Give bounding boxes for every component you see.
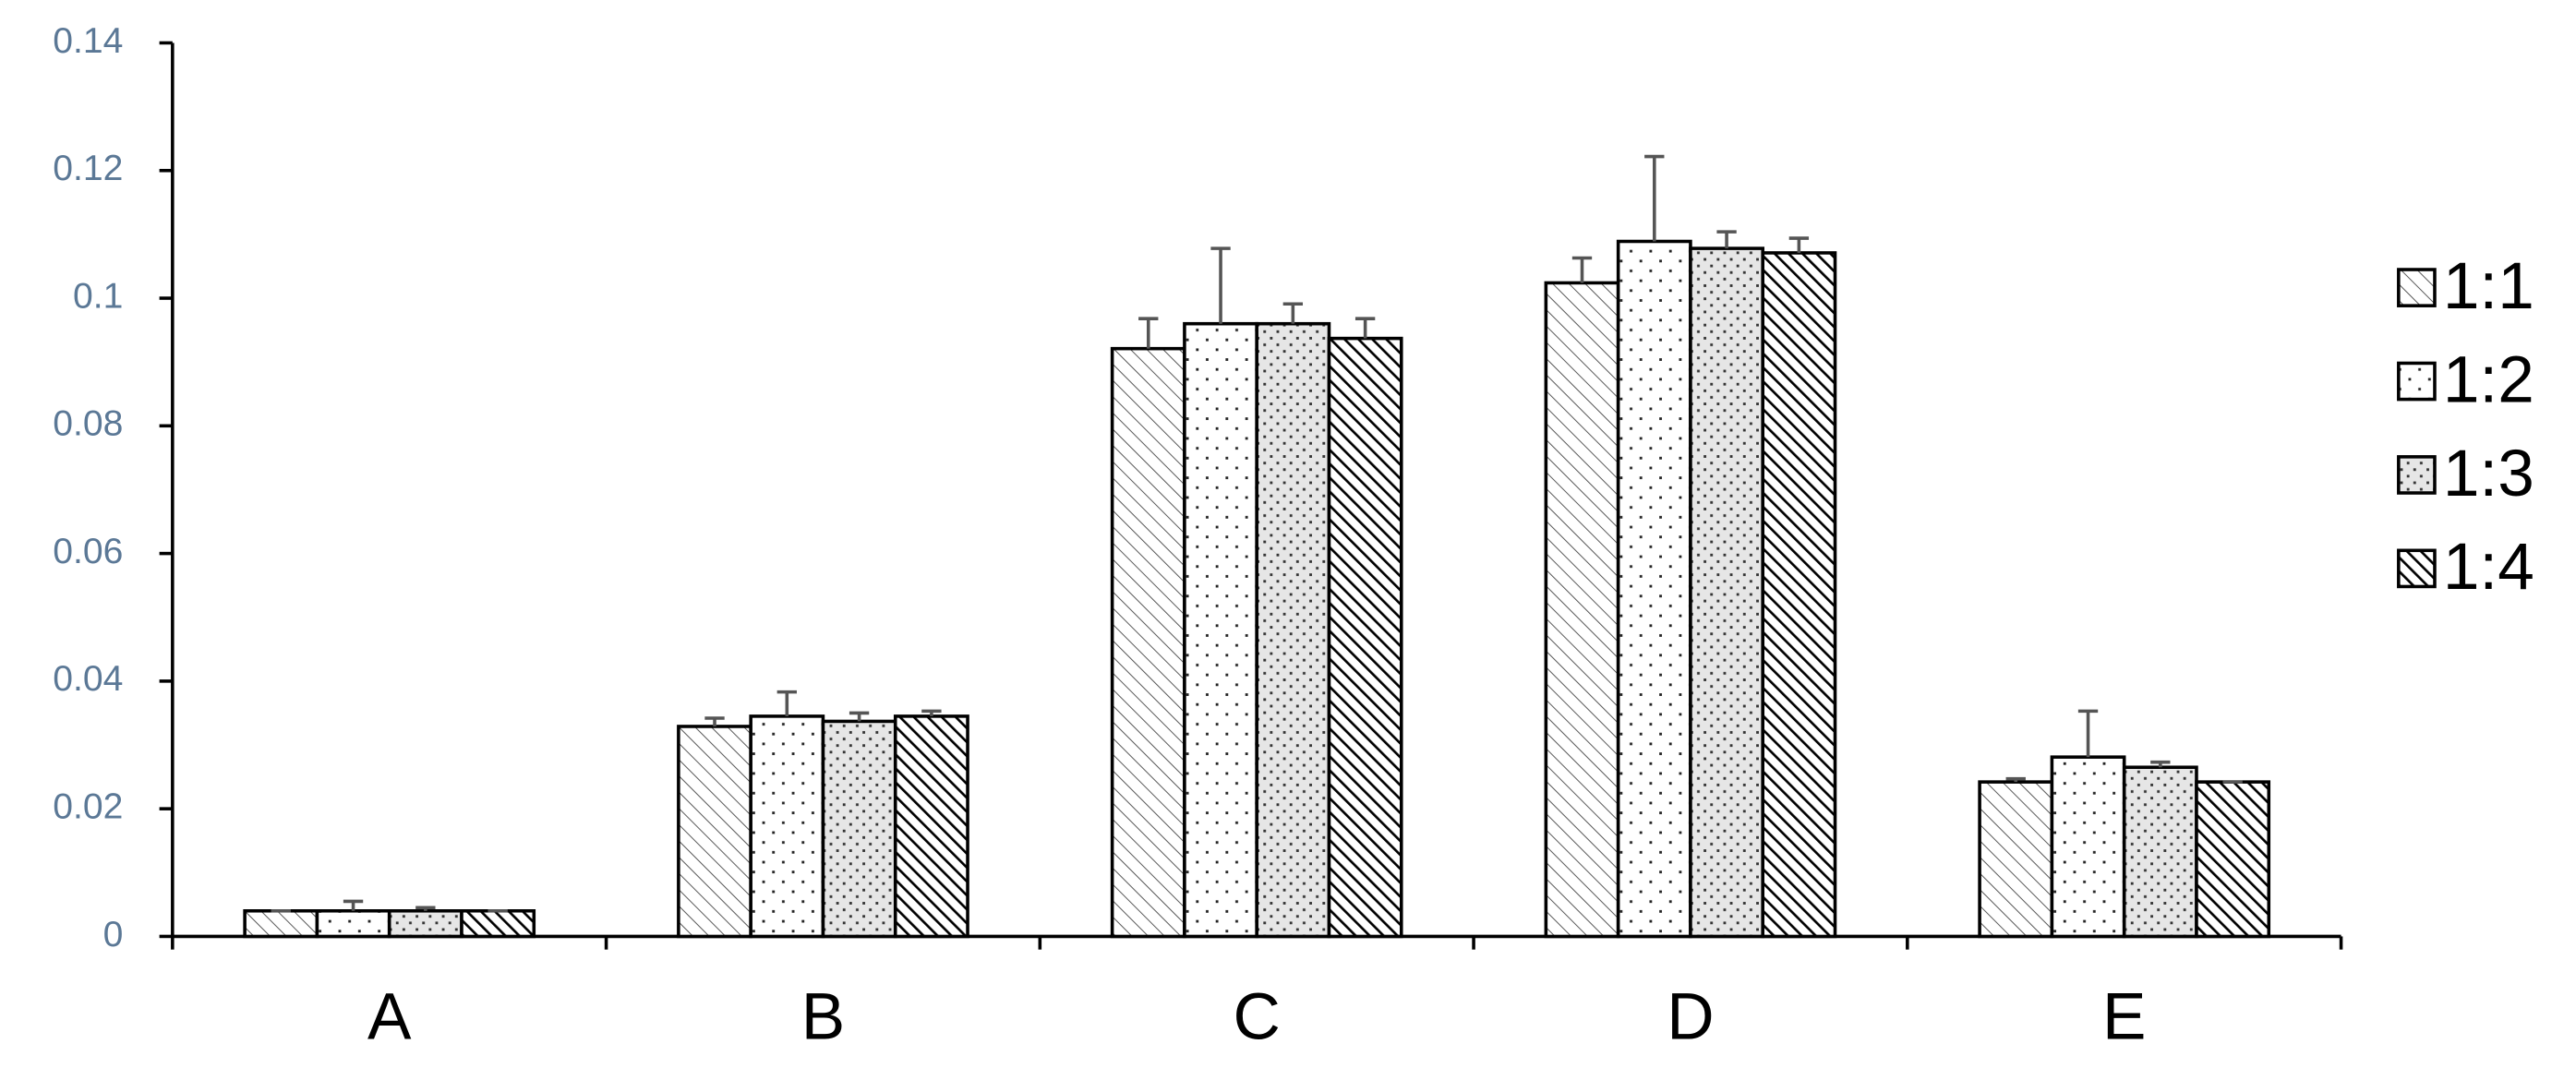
bar: [387, 909, 463, 939]
bar: [1327, 336, 1403, 939]
x-tick-label: A: [367, 981, 412, 1054]
error-bar: [849, 711, 870, 722]
error-bar: [1788, 236, 1810, 253]
y-tick-label: 0.1: [73, 276, 123, 316]
bar: [1978, 780, 2054, 939]
bar: [460, 909, 536, 939]
bar: [1255, 321, 1331, 939]
y-tick-label: 0.14: [53, 21, 123, 61]
x-tick-label: C: [1233, 981, 1280, 1054]
error-bar: [1716, 230, 1737, 249]
bar: [2195, 780, 2271, 939]
x-tick-label: E: [2102, 981, 2146, 1054]
error-bar: [1354, 317, 1376, 339]
error-bar: [2077, 709, 2099, 758]
error-bar: [2150, 760, 2171, 768]
bar: [1689, 246, 1765, 939]
error-bar: [1138, 317, 1159, 349]
y-tick-label: 0: [103, 915, 124, 954]
x-tick-label: D: [1667, 981, 1714, 1054]
legend-label: 1:2: [2443, 343, 2534, 416]
legend-label: 1:4: [2443, 531, 2534, 604]
x-tick-label: B: [801, 981, 845, 1054]
legend-label: 1:3: [2443, 438, 2534, 510]
error-bar: [776, 690, 797, 716]
error-bar: [415, 906, 436, 911]
error-bar: [704, 716, 725, 726]
y-tick-label: 0.08: [53, 404, 123, 444]
error-bar: [2005, 776, 2026, 783]
y-tick-label: 0.02: [53, 787, 123, 827]
error-bar: [1644, 154, 1665, 242]
y-tick-label: 0.06: [53, 532, 123, 571]
error-bar: [1571, 256, 1593, 283]
legend-swatch: [2397, 548, 2437, 589]
bar: [893, 714, 969, 939]
bar: [1110, 346, 1186, 939]
bar: [243, 909, 319, 939]
bar: [2050, 755, 2126, 939]
legend-swatch: [2397, 268, 2437, 307]
y-tick-label: 0.04: [53, 659, 123, 699]
bar: [1616, 239, 1692, 939]
bar: [1761, 251, 1837, 939]
bar: [677, 725, 752, 939]
bar: [1544, 281, 1620, 939]
bar: [2122, 765, 2198, 939]
y-tick-label: 0.12: [53, 149, 123, 188]
bar: [1183, 321, 1258, 939]
error-bar: [1282, 302, 1304, 324]
bar: [821, 719, 897, 939]
bar: [749, 714, 825, 939]
legend-label: 1:1: [2443, 250, 2534, 323]
error-bar: [921, 709, 942, 716]
bar: [315, 909, 391, 939]
error-bar: [343, 899, 364, 911]
error-bar: [1210, 246, 1231, 324]
legend-swatch: [2397, 455, 2437, 495]
legend-swatch: [2397, 361, 2437, 402]
